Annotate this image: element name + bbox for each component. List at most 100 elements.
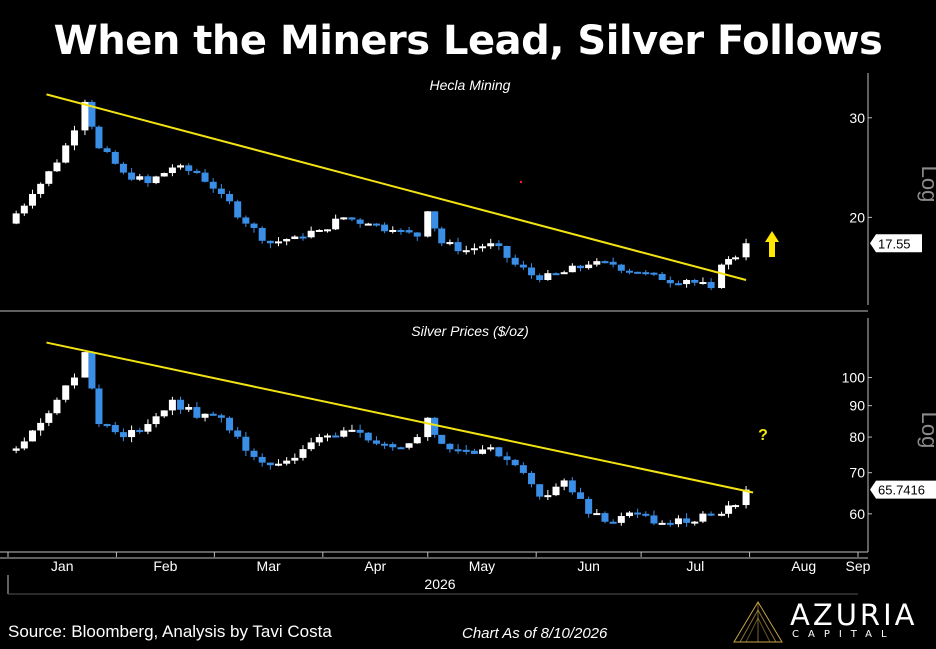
hecla-candle: [348, 217, 356, 220]
x-month-label: Sep: [846, 558, 871, 574]
silver-trendline: [46, 341, 754, 494]
hecla-candle: [45, 171, 53, 184]
silver-y-tick-label: 60: [849, 506, 865, 522]
hecla-candle: [666, 279, 674, 284]
hecla-candle: [424, 211, 432, 237]
hecla-candle: [315, 229, 323, 232]
silver-candle: [103, 424, 111, 427]
hecla-candle: [128, 172, 136, 180]
x-month-label: Jul: [686, 558, 704, 574]
hecla-red-dot: [519, 180, 523, 184]
silver-candle: [226, 417, 234, 431]
hecla-candle: [699, 282, 707, 285]
silver-last-price-label: 65.7416: [878, 483, 925, 498]
silver-candle: [45, 413, 53, 423]
silver-candle: [95, 388, 103, 425]
silver-candle: [356, 429, 364, 433]
hecla-candle: [364, 223, 372, 226]
as-of-note: Chart As of 8/10/2026: [462, 625, 608, 642]
silver-question-mark: ?: [758, 427, 768, 444]
silver-candle: [666, 522, 674, 525]
silver-scale-label: Log: [917, 412, 936, 449]
x-month-label: Mar: [257, 558, 281, 574]
hecla-candle: [372, 223, 380, 226]
silver-candle: [234, 430, 242, 437]
silver-candle: [193, 407, 201, 418]
silver-panel-title: Silver Prices ($/oz): [411, 323, 528, 339]
hecla-candle: [299, 236, 307, 239]
hecla-candle: [431, 211, 439, 229]
silver-candle: [372, 440, 380, 444]
x-month-label: Aug: [791, 558, 816, 574]
hecla-candle: [585, 264, 593, 269]
silver-candle: [283, 460, 291, 464]
silver-candle: [88, 352, 96, 389]
x-month-label: May: [469, 558, 495, 574]
silver-candle: [258, 456, 266, 463]
hecla-candle: [650, 272, 658, 275]
silver-candle: [209, 413, 217, 416]
silver-candle: [413, 437, 421, 444]
hecla-candle: [111, 151, 119, 164]
silver-candle: [119, 432, 127, 438]
silver-candle: [217, 415, 225, 418]
hecla-candle: [438, 228, 446, 244]
hecla-candle: [625, 270, 633, 273]
hecla-candle: [732, 257, 740, 260]
hecla-candle: [332, 218, 340, 230]
hecla-candle: [674, 283, 682, 286]
x-month-label: Jan: [51, 558, 74, 574]
silver-candle: [683, 518, 691, 523]
hecla-candle: [209, 181, 217, 189]
hecla-panel-title: Hecla Mining: [430, 77, 511, 93]
hecla-candle: [152, 176, 160, 184]
x-year-label: 2026: [424, 576, 455, 592]
x-month-label: Jun: [577, 558, 600, 574]
silver-panel: 60 70 80 90 100 Log Silver Prices ($/oz) 65.741…: [0, 318, 936, 559]
hecla-candle: [242, 217, 250, 224]
hecla-last-price-label: 17.55: [878, 236, 911, 251]
hecla-candle: [234, 201, 242, 218]
hecla-candle: [217, 188, 225, 194]
silver-candle: [658, 522, 666, 525]
silver-candle: [185, 407, 193, 410]
silver-candle: [438, 434, 446, 444]
silver-candle: [707, 513, 715, 516]
hecla-candle: [291, 236, 299, 240]
hecla-candle: [593, 261, 601, 265]
silver-candle: [487, 447, 495, 450]
chart-title: When the Miners Lead, Silver Follows: [53, 18, 883, 64]
hecla-candle: [201, 172, 209, 182]
hecla-up-arrow-icon: [765, 231, 779, 257]
hecla-candle: [81, 101, 89, 131]
silver-candle: [242, 436, 250, 451]
hecla-candle: [446, 242, 454, 245]
hecla-candle: [642, 272, 650, 275]
silver-candle: [397, 447, 405, 450]
silver-candle: [503, 456, 511, 460]
silver-last-price-tag: [870, 480, 936, 499]
hecla-candle: [560, 272, 568, 275]
hecla-candle: [544, 273, 552, 280]
hecla-candle: [356, 219, 364, 224]
hecla-candle: [634, 271, 642, 274]
hecla-candle: [536, 275, 544, 280]
silver-candle: [250, 450, 258, 457]
hecla-candle: [53, 162, 61, 172]
silver-candle: [699, 513, 707, 522]
hecla-candle: [37, 183, 45, 194]
hecla-candle: [389, 229, 397, 232]
silver-candle: [617, 516, 625, 523]
hecla-candle: [683, 279, 691, 285]
silver-candle: [201, 413, 209, 418]
silver-y-tick-label: 90: [849, 398, 865, 414]
hecla-candle: [725, 259, 733, 265]
silver-candle: [585, 498, 593, 514]
hecla-candle: [307, 230, 315, 238]
hecla-candle: [617, 264, 625, 271]
hecla-candle: [718, 264, 726, 289]
hecla-last-price-tag: [870, 234, 922, 253]
silver-candle: [275, 463, 283, 466]
x-month-label: Apr: [364, 558, 386, 574]
